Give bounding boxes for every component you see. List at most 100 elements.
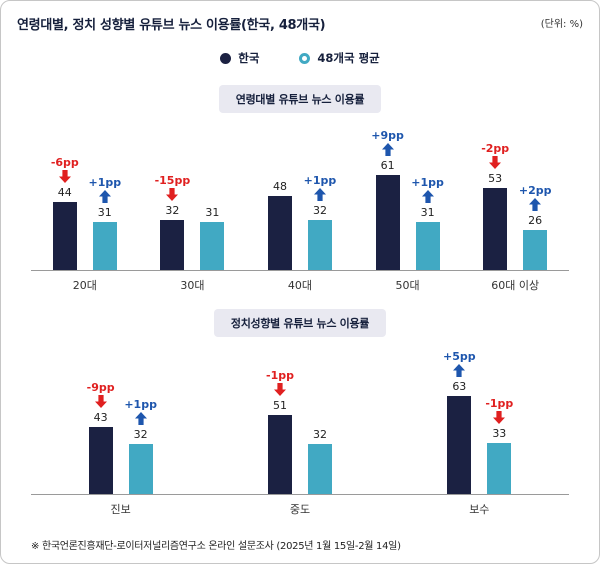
change-label: -9pp [86, 381, 115, 394]
politics-chart: -9pp 43 +1pp 32 -1pp 51 32 +5pp 63 -1pp 33 진보 중도 보수 [31, 343, 569, 517]
change-label: -1pp [485, 397, 514, 410]
source-footnote: ※ 한국언론진흥재단-로이터저널리즘연구소 온라인 설문조사 (2025년 1월… [31, 541, 401, 552]
change-label: +2pp [518, 184, 552, 197]
value-label: 32 [312, 428, 327, 441]
up-arrow-icon [98, 190, 111, 203]
up-arrow-icon [134, 412, 147, 425]
bar-column-average: +2pp 26 [519, 184, 551, 270]
value-label: 44 [57, 186, 72, 199]
bar-group: -9pp 43 +1pp 32 [31, 381, 210, 494]
page-title: 연령대별, 정치 성향별 유튜브 뉴스 이용률(한국, 48개국) [17, 18, 326, 33]
bar-column-korea: 48 [267, 178, 292, 270]
change-annotation: -15pp [154, 174, 191, 201]
change-arrow [273, 383, 286, 396]
bar-average [307, 444, 332, 494]
bar-column-korea: -2pp 53 [481, 142, 510, 270]
change-arrow [421, 190, 434, 203]
average-marker-icon [299, 52, 311, 64]
bar-korea [447, 396, 472, 494]
unit-label: (단위: %) [540, 19, 583, 30]
value-label: 32 [312, 204, 327, 217]
bar-column-average: +1pp 32 [124, 398, 157, 494]
change-arrow [313, 188, 326, 201]
bar-column-korea: -6pp 44 [51, 156, 79, 270]
change-arrow [493, 411, 506, 424]
age-chart-title-badge: 연령대별 유튜브 뉴스 이용률 [218, 85, 382, 113]
bar-average [523, 230, 548, 270]
change-arrow [381, 143, 394, 156]
change-arrow [166, 188, 179, 201]
change-arrow [58, 170, 71, 183]
category-label: 30대 [180, 279, 205, 292]
change-arrow [529, 198, 542, 211]
change-annotation: +2pp [518, 184, 552, 211]
change-arrow [98, 190, 111, 203]
change-label: -15pp [154, 174, 191, 187]
down-arrow-icon [493, 411, 506, 424]
bar-column-korea: -9pp 43 [87, 381, 115, 494]
up-arrow-icon [453, 364, 466, 377]
down-arrow-icon [489, 156, 502, 169]
bar-korea [267, 415, 292, 494]
bar-average [92, 222, 117, 270]
politics-chart-title-badge: 정치성향별 유튜브 뉴스 이용률 [213, 309, 387, 337]
value-label: 26 [528, 214, 543, 227]
change-arrow [94, 395, 107, 408]
change-annotation: +9pp [371, 129, 404, 156]
up-arrow-icon [313, 188, 326, 201]
value-label: 48 [272, 180, 287, 193]
bar-column-average: +1pp 31 [411, 176, 444, 270]
change-annotation: -6pp [51, 156, 79, 183]
korea-marker-icon [220, 52, 232, 64]
age-chart-plot: -6pp 44 +1pp 31 -15pp 32 31 48 +1pp 32 +9pp 61 +1pp 3… [31, 119, 569, 271]
header: 연령대별, 정치 성향별 유튜브 뉴스 이용률(한국, 48개국) (단위: %… [17, 14, 583, 33]
bar-average [307, 220, 332, 270]
legend-item-average: 48개국 평균 [299, 50, 380, 66]
legend-label-average: 48개국 평균 [317, 51, 380, 65]
down-arrow-icon [58, 170, 71, 183]
change-annotation: +1pp [303, 174, 337, 201]
bar-average [200, 222, 225, 270]
bar-column-korea: +9pp 61 [371, 129, 404, 270]
bar-column-average: 31 [200, 204, 225, 270]
value-label: 63 [452, 380, 467, 393]
legend-label-korea: 한국 [238, 51, 260, 65]
category-label: 중도 [289, 503, 311, 516]
change-label: +5pp [443, 350, 476, 363]
value-label: 53 [488, 172, 503, 185]
change-label: -6pp [50, 156, 79, 169]
change-arrow [453, 364, 466, 377]
bar-column-korea: -1pp 51 [266, 369, 294, 494]
bar-group: -15pp 32 31 [139, 174, 247, 270]
bar-korea [88, 427, 113, 494]
change-label: -1pp [266, 369, 294, 382]
category-label: 50대 [395, 279, 420, 292]
legend-item-korea: 한국 [220, 50, 259, 66]
politics-chart-title-row: 정치성향별 유튜브 뉴스 이용률 [17, 309, 583, 337]
bar-column-average: 32 [307, 426, 332, 494]
age-chart-title-row: 연령대별 유튜브 뉴스 이용률 [17, 85, 583, 113]
change-annotation: -1pp [266, 369, 294, 396]
politics-chart-plot: -9pp 43 +1pp 32 -1pp 51 32 +5pp 63 -1pp 33 [31, 343, 569, 495]
change-label: +1pp [303, 174, 337, 187]
bar-group: -2pp 53 +2pp 26 [461, 142, 569, 270]
bar-group: +9pp 61 +1pp 31 [354, 129, 462, 270]
bar-korea [52, 202, 77, 270]
change-annotation: +1pp [411, 176, 444, 203]
value-label: 31 [205, 206, 220, 219]
bar-column-average: +1pp 31 [88, 176, 121, 270]
down-arrow-icon [94, 395, 107, 408]
change-annotation: +1pp [124, 398, 157, 425]
up-arrow-icon [529, 198, 542, 211]
change-annotation: +1pp [88, 176, 121, 203]
change-label: -2pp [481, 142, 510, 155]
value-label: 31 [420, 206, 435, 219]
bar-column-korea: -15pp 32 [155, 174, 190, 270]
change-label: +1pp [88, 176, 122, 189]
value-label: 32 [165, 204, 180, 217]
change-arrow [134, 412, 147, 425]
change-annotation: -9pp [87, 381, 115, 408]
bar-group: +5pp 63 -1pp 33 [390, 350, 569, 494]
change-annotation: -1pp [485, 397, 513, 424]
bar-group: -6pp 44 +1pp 31 [31, 156, 139, 270]
